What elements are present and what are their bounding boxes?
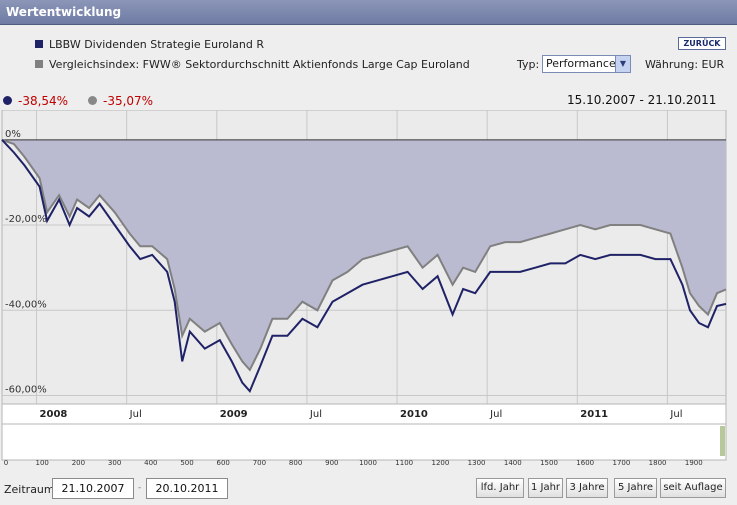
x-tick-label: 2009 <box>220 409 248 420</box>
navigator-tick-label: 900 <box>325 459 338 467</box>
navigator-tick-label: 200 <box>72 459 85 467</box>
legend-label-fund: LBBW Dividenden Strategie Euroland R <box>49 38 264 51</box>
date-separator: - <box>138 483 142 493</box>
chevron-down-icon[interactable]: ▼ <box>615 56 630 72</box>
navigator-handle[interactable] <box>720 426 725 456</box>
navigator-tick-label: 400 <box>144 459 157 467</box>
navigator-tick-label: 1600 <box>576 459 594 467</box>
x-axis-labels: 2008 Jul 2009 Jul 2010 Jul 2011 Jul <box>40 409 683 420</box>
index-performance-value: -35,07% <box>103 94 154 108</box>
series-line-index <box>1 138 727 372</box>
navigator[interactable] <box>1 423 727 461</box>
x-tick-label: 2008 <box>40 409 68 420</box>
navigator-tick-label: 1000 <box>359 459 377 467</box>
typ-select-value: Performance <box>546 57 616 70</box>
performance-chart[interactable]: 0%-20,00%-40,00%-60,00% 2008 Jul 2009 Jul 20… <box>0 110 737 470</box>
range-button-since-inception[interactable]: seit Auflage <box>660 478 726 498</box>
navigator-tick-label: 600 <box>217 459 230 467</box>
x-tick-label: Jul <box>129 409 142 420</box>
to-date-input[interactable]: 20.10.2011 <box>146 478 228 499</box>
navigator-tick-label: 300 <box>108 459 121 467</box>
navigator-tick-label: 1500 <box>540 459 558 467</box>
range-button-1y[interactable]: 1 Jahr <box>528 478 563 498</box>
area-fill <box>2 139 726 370</box>
series-line-fund <box>1 139 727 394</box>
navigator-tick-label: 1200 <box>431 459 449 467</box>
fund-dot-icon <box>3 96 12 105</box>
x-axis-band <box>1 403 727 425</box>
legend-item-fund: LBBW Dividenden Strategie Euroland R <box>35 38 264 51</box>
fund-performance: -38,54% <box>3 94 68 108</box>
navigator-tick-label: 1300 <box>468 459 486 467</box>
y-tick-label: -40,00% <box>5 299 47 310</box>
navigator-ticks: 0 100 200 300 400 500 600 700 800 900 1000 1100 1200… <box>4 459 703 467</box>
x-tick-label: Jul <box>489 409 502 420</box>
navigator-tick-label: 100 <box>36 459 49 467</box>
panel-title: Wertentwicklung <box>6 5 122 19</box>
navigator-tick-label: 1700 <box>612 459 630 467</box>
navigator-tick-label: 1100 <box>395 459 413 467</box>
navigator-tick-label: 1800 <box>649 459 667 467</box>
navigator-tick-label: 800 <box>289 459 302 467</box>
x-tick-label: 2011 <box>580 409 608 420</box>
currency-label: Währung: EUR <box>645 58 725 71</box>
fund-performance-value: -38,54% <box>18 94 69 108</box>
legend-item-index: Vergleichsindex: FWW® Sektordurchschnitt… <box>35 58 470 71</box>
index-dot-icon <box>88 96 97 105</box>
x-tick-label: Jul <box>669 409 682 420</box>
y-tick-label: -20,00% <box>5 214 47 225</box>
title-bar: Wertentwicklung <box>0 0 737 25</box>
navigator-tick-label: 0 <box>4 459 8 467</box>
range-button-3y[interactable]: 3 Jahre <box>566 478 608 498</box>
range-button-ytd[interactable]: lfd. Jahr <box>476 478 524 498</box>
y-axis-labels: 0% -20,00% -40,00% -60,00% <box>5 129 47 396</box>
typ-label: Typ: <box>517 58 540 71</box>
x-tick-label: 2010 <box>400 409 428 420</box>
y-tick-label: 0% <box>5 129 21 140</box>
navigator-tick-label: 1400 <box>504 459 522 467</box>
navigator-tick-label: 700 <box>253 459 266 467</box>
navigator-tick-label: 1900 <box>685 459 703 467</box>
date-range: 15.10.2007 - 21.10.2011 <box>567 93 717 107</box>
zeitraum-label: Zeitraum: <box>4 483 59 496</box>
typ-select[interactable]: Performance ▼ <box>542 55 631 73</box>
back-button[interactable]: ZURÜCK <box>678 37 726 50</box>
range-button-5y[interactable]: 5 Jahre <box>614 478 657 498</box>
navigator-tick-label: 500 <box>180 459 193 467</box>
legend-label-index: Vergleichsindex: FWW® Sektordurchschnitt… <box>49 58 470 71</box>
from-date-input[interactable]: 21.10.2007 <box>52 478 134 499</box>
y-tick-label: -60,00% <box>5 384 47 395</box>
legend-swatch-fund <box>35 40 43 48</box>
x-tick-label: Jul <box>309 409 322 420</box>
legend-swatch-index <box>35 60 43 68</box>
index-performance: -35,07% <box>88 94 153 108</box>
